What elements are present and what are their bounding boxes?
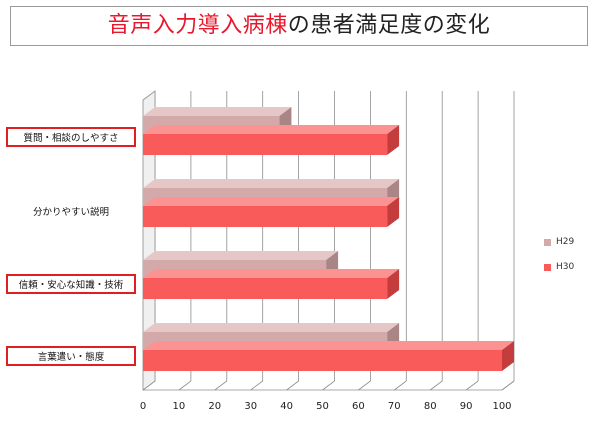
floor-line-50	[322, 380, 335, 391]
bar-h29-cat-1-top	[143, 179, 400, 188]
x-tick-label-80: 80	[424, 401, 437, 412]
x-tick-label-100: 100	[492, 401, 511, 412]
bar-h30-cat-0-side	[387, 125, 400, 155]
bar-h30-cat-0-top	[143, 125, 400, 134]
chart-legend: H29 H30	[544, 234, 574, 284]
x-tick-label-90: 90	[460, 401, 473, 412]
category-label-3: 言葉遣い・態度	[6, 346, 136, 366]
bar-h30-cat-2	[143, 278, 388, 299]
floor-line-70	[394, 380, 407, 391]
category-label-0: 質問・相談のしやすさ	[6, 127, 136, 147]
legend-item-h30: H30	[544, 259, 574, 275]
floor-line-90	[465, 380, 479, 391]
floor-line-80	[429, 380, 443, 391]
bar-h29-cat-2-top	[143, 251, 339, 260]
floor-line-60	[358, 380, 371, 391]
legend-label-h29: H29	[556, 237, 575, 247]
x-tick-label-10: 10	[173, 401, 186, 412]
bar-h30-cat-3-side	[502, 341, 514, 371]
bar-h29-cat-0-top	[143, 107, 292, 116]
legend-label-h30: H30	[556, 262, 575, 272]
category-label-2: 信頼・安心な知識・技術	[6, 274, 136, 294]
legend-swatch-h30	[544, 263, 551, 271]
x-tick-label-30: 30	[244, 401, 257, 412]
x-tick-label-70: 70	[388, 401, 401, 412]
x-tick-label-40: 40	[280, 401, 293, 412]
category-label-1: 分かりやすい説明	[32, 207, 109, 218]
slide-title-rest: の患者満足度の変化	[287, 13, 491, 38]
floor-line-40	[286, 380, 299, 391]
legend-swatch-h29	[544, 238, 551, 246]
x-tick-label-20: 20	[208, 401, 221, 412]
bar-h30-cat-3-top	[143, 341, 514, 350]
bar-h30-cat-1-side	[387, 197, 400, 227]
legend-item-h29: H29	[544, 234, 574, 250]
bar-h30-cat-0	[143, 134, 388, 155]
floor-right-edge	[501, 380, 515, 391]
bar-h30-cat-1	[143, 206, 388, 227]
x-tick-label-50: 50	[316, 401, 329, 412]
slide-title-highlight: 音声入力導入病棟	[107, 13, 288, 38]
floor-line-30	[250, 380, 263, 391]
bar-h29-cat-3-top	[143, 323, 400, 332]
bar-h30-cat-2-top	[143, 269, 400, 278]
slide-title: 音声入力導入病棟 の患者満足度の変化	[10, 6, 588, 46]
floor-line-20	[214, 380, 228, 391]
x-tick-label-0: 0	[140, 401, 146, 412]
bar-h30-cat-1-top	[143, 197, 400, 206]
x-tick-label-60: 60	[352, 401, 365, 412]
bar-h30-cat-3	[143, 350, 502, 371]
bar-h30-cat-2-side	[387, 269, 400, 299]
floor-line-10	[178, 380, 192, 391]
